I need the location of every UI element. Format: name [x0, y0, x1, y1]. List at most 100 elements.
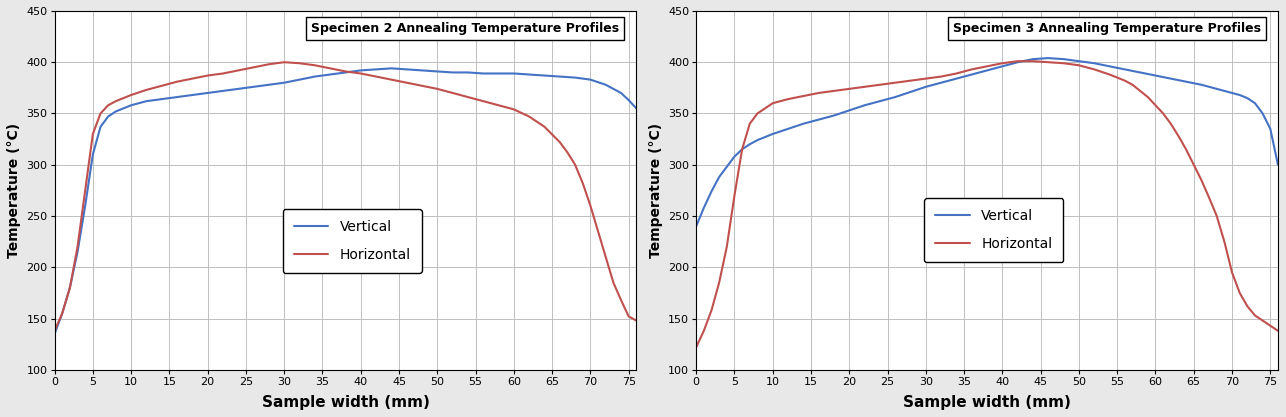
Vertical [62, 285, 77, 290]
Vertical [621, 98, 637, 103]
X-axis label: Sample width (mm): Sample width (mm) [261, 395, 430, 410]
Vertical [765, 131, 781, 136]
Horizontal [552, 140, 567, 145]
Vertical [696, 205, 711, 210]
Vertical [445, 70, 460, 75]
Line: Horizontal: Horizontal [696, 61, 1278, 347]
Vertical [276, 80, 292, 85]
Vertical [430, 69, 445, 74]
Vertical [934, 80, 949, 85]
Horizontal [1271, 328, 1286, 333]
Vertical [491, 71, 507, 76]
Vertical [1040, 55, 1056, 60]
Vertical [536, 73, 552, 78]
Horizontal [123, 93, 139, 98]
Vertical [368, 67, 383, 72]
Horizontal [276, 60, 292, 65]
Vertical [1087, 61, 1102, 66]
Vertical [185, 93, 201, 98]
Horizontal [46, 328, 62, 333]
Horizontal [368, 74, 383, 79]
Horizontal [688, 345, 703, 350]
Horizontal [69, 244, 85, 249]
Vertical [1010, 60, 1025, 65]
Vertical [123, 103, 139, 108]
Vertical [949, 76, 964, 81]
Horizontal [491, 103, 507, 108]
Horizontal [307, 63, 323, 68]
Vertical [507, 71, 522, 76]
Vertical [108, 109, 123, 114]
Horizontal [559, 150, 575, 155]
Horizontal [575, 181, 590, 186]
Horizontal [108, 99, 123, 104]
Vertical [1263, 126, 1278, 131]
Vertical [230, 86, 246, 91]
Horizontal [170, 79, 185, 84]
Vertical [1209, 86, 1224, 91]
Horizontal [354, 71, 369, 76]
Horizontal [598, 254, 613, 259]
Vertical [1271, 162, 1286, 167]
Vertical [598, 82, 613, 87]
Horizontal [567, 162, 583, 167]
Vertical [719, 164, 734, 169]
Vertical [567, 75, 583, 80]
Horizontal [613, 298, 629, 303]
Vertical [139, 99, 154, 104]
Vertical [46, 332, 62, 337]
Vertical [521, 72, 536, 77]
Vertical [1163, 76, 1178, 81]
Vertical [354, 68, 369, 73]
Horizontal [918, 76, 934, 81]
Horizontal [185, 76, 201, 81]
Horizontal [629, 318, 644, 323]
Vertical [552, 74, 567, 79]
Horizontal [1148, 103, 1164, 108]
Text: Specimen 2 Annealing Temperature Profiles: Specimen 2 Annealing Temperature Profile… [311, 22, 619, 35]
Horizontal [116, 95, 131, 100]
Horizontal [521, 114, 536, 119]
Vertical [246, 84, 261, 89]
Vertical [399, 67, 414, 72]
Y-axis label: Temperature (°C): Temperature (°C) [6, 123, 21, 258]
Vertical [629, 106, 644, 111]
Vertical [1178, 79, 1193, 84]
Vertical [994, 64, 1010, 69]
Horizontal [1010, 59, 1025, 64]
Vertical [323, 72, 338, 77]
Vertical [872, 99, 887, 104]
Vertical [918, 84, 934, 89]
Horizontal [621, 314, 637, 319]
Horizontal [536, 124, 552, 129]
Horizontal [292, 61, 307, 66]
Horizontal [460, 95, 476, 100]
Vertical [811, 117, 827, 122]
Vertical [1071, 59, 1087, 64]
Vertical [887, 95, 903, 100]
Horizontal [100, 103, 116, 108]
Vertical [292, 77, 307, 82]
Vertical [414, 68, 430, 73]
Vertical [116, 106, 131, 111]
Vertical [757, 135, 773, 140]
Horizontal [583, 203, 598, 208]
Line: Vertical: Vertical [696, 58, 1278, 226]
Horizontal [606, 280, 621, 285]
Horizontal [246, 65, 261, 70]
Horizontal [93, 111, 108, 116]
Vertical [1193, 82, 1209, 87]
Horizontal [476, 99, 491, 104]
Legend: Vertical, Horizontal: Vertical, Horizontal [283, 209, 422, 273]
Vertical [170, 95, 185, 100]
Horizontal [757, 106, 773, 111]
Vertical [215, 88, 230, 93]
Vertical [1232, 93, 1247, 98]
Vertical [307, 74, 323, 79]
Vertical [100, 114, 116, 119]
Horizontal [77, 188, 93, 193]
Horizontal [85, 131, 100, 136]
Vertical [734, 147, 750, 152]
Horizontal [590, 229, 606, 234]
X-axis label: Sample width (mm): Sample width (mm) [903, 395, 1071, 410]
